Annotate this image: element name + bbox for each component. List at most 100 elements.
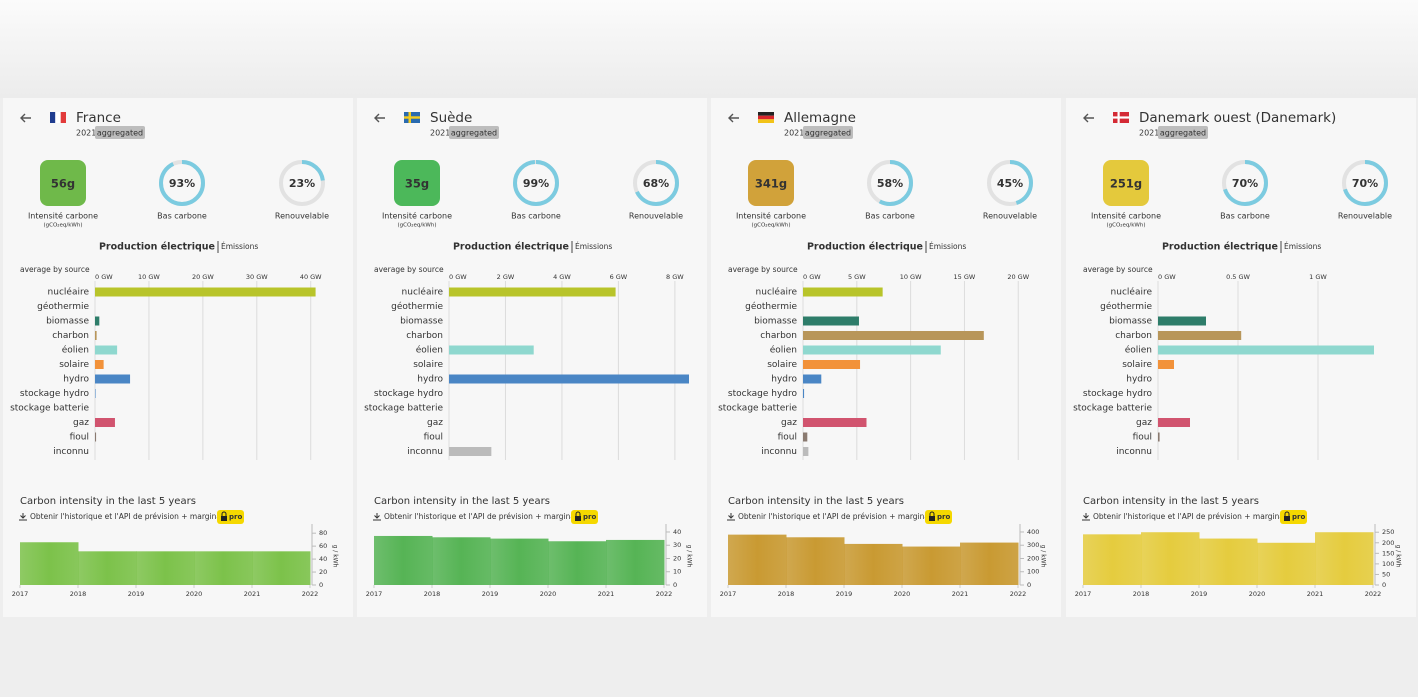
- category-label: nucléaire: [756, 287, 798, 298]
- back-arrow[interactable]: [728, 113, 739, 123]
- ring-value: 70%: [1352, 177, 1378, 190]
- category-label: stockage hydro: [1083, 389, 1153, 399]
- category-label: éolien: [62, 345, 89, 356]
- x-tick-label: 4 GW: [553, 273, 571, 281]
- category-label: stockage batterie: [718, 404, 797, 414]
- y-tick-label: 10: [673, 568, 681, 576]
- y-tick-label: 0: [673, 581, 677, 589]
- history-link[interactable]: Obtenir l'historique et l'API de prévisi…: [30, 512, 223, 521]
- category-label: solaire: [767, 360, 797, 370]
- x-tick-label: 2017: [1075, 590, 1092, 598]
- history-link[interactable]: Obtenir l'historique et l'API de prévisi…: [1093, 512, 1286, 521]
- tab-active[interactable]: Production électrique: [807, 242, 923, 253]
- category-label: inconnu: [761, 447, 797, 457]
- category-label: hydro: [1126, 375, 1152, 385]
- flag-part: [404, 116, 420, 119]
- back-arrow[interactable]: [20, 113, 31, 123]
- bar: [449, 374, 689, 384]
- history-step: [1257, 542, 1316, 585]
- x-tick-label: 10 GW: [900, 273, 922, 281]
- year: 2021: [1139, 129, 1159, 138]
- category-label: stockage hydro: [20, 389, 90, 399]
- history-step: [728, 534, 787, 585]
- tab[interactable]: Émissions: [221, 242, 258, 251]
- history-title: Carbon intensity in the last 5 years: [728, 496, 904, 507]
- x-tick-label: 2018: [1133, 590, 1150, 598]
- category-label: géothermie: [37, 301, 89, 312]
- chart-title: average by source: [1083, 265, 1153, 274]
- ring-value: 70%: [1232, 177, 1258, 190]
- x-tick-label: 2019: [482, 590, 499, 598]
- y-tick-label: 100: [1027, 568, 1039, 576]
- x-tick-label: 2021: [1307, 590, 1324, 598]
- bar: [803, 418, 867, 427]
- x-tick-label: 2020: [894, 590, 911, 598]
- category-label: nucléaire: [402, 287, 444, 298]
- history-link[interactable]: Obtenir l'historique et l'API de prévisi…: [738, 512, 931, 521]
- y-tick-label: 40: [673, 528, 681, 536]
- tab[interactable]: Émissions: [929, 242, 966, 251]
- country-name: Danemark ouest (Danemark): [1139, 110, 1336, 126]
- history-step: [1083, 534, 1142, 585]
- bar: [803, 287, 883, 297]
- category-label: nucléaire: [1111, 287, 1153, 298]
- history-step: [902, 546, 961, 585]
- flag-part: [1113, 116, 1129, 119]
- bar: [1158, 432, 1160, 442]
- x-tick-label: 0 GW: [449, 273, 467, 281]
- history-step: [960, 542, 1019, 585]
- intensity-value: 56g: [51, 177, 75, 191]
- back-arrow[interactable]: [374, 113, 385, 123]
- x-tick-label: 2020: [1249, 590, 1266, 598]
- category-label: fioul: [70, 433, 89, 443]
- bar: [449, 287, 616, 297]
- metric-label: Renouvelable: [629, 212, 683, 221]
- history-step: [786, 537, 845, 585]
- intensity-box: [40, 160, 86, 206]
- tab[interactable]: Émissions: [575, 242, 612, 251]
- x-tick-label: 2018: [424, 590, 441, 598]
- metric-label: Bas carbone: [865, 212, 915, 221]
- tab[interactable]: Émissions: [1284, 242, 1321, 251]
- bar: [95, 331, 97, 340]
- x-tick-label: 15 GW: [954, 273, 976, 281]
- bar: [449, 345, 534, 355]
- y-tick-label: 100: [1382, 560, 1394, 568]
- x-tick-label: 6 GW: [610, 273, 628, 281]
- bar: [95, 316, 100, 326]
- intensity-value: 341g: [755, 177, 787, 191]
- ring-arc: [513, 160, 559, 206]
- y-axis-label: g / kWh: [332, 545, 339, 568]
- x-tick-label: 30 GW: [246, 273, 268, 281]
- metric-label: Renouvelable: [1338, 212, 1392, 221]
- history-step: [432, 537, 491, 585]
- x-tick-label: 0 GW: [95, 273, 113, 281]
- ring-value: 45%: [997, 177, 1023, 190]
- bar: [449, 447, 492, 456]
- back-arrow[interactable]: [1083, 113, 1094, 123]
- x-tick-label: 2018: [70, 590, 87, 598]
- tab-active[interactable]: Production électrique: [453, 242, 569, 253]
- x-tick-label: 5 GW: [848, 273, 866, 281]
- download-icon: [727, 513, 735, 521]
- lock-icon: [929, 516, 935, 521]
- lock-icon: [221, 516, 227, 521]
- y-axis-label: g / kWh: [686, 545, 693, 568]
- tab-active[interactable]: Production électrique: [1162, 242, 1278, 253]
- category-label: éolien: [416, 345, 443, 356]
- ring-arc: [633, 160, 679, 206]
- history-title: Carbon intensity in the last 5 years: [1083, 496, 1259, 507]
- x-tick-label: 2019: [1191, 590, 1208, 598]
- y-tick-label: 300: [1027, 541, 1039, 549]
- bar: [803, 316, 859, 326]
- metric-label: Intensité carbone: [1091, 211, 1161, 221]
- lock-shackle: [929, 511, 935, 516]
- tag: aggregated: [97, 129, 143, 138]
- history-link[interactable]: Obtenir l'historique et l'API de prévisi…: [384, 512, 577, 521]
- tab-active[interactable]: Production électrique: [99, 242, 215, 253]
- category-label: stockage hydro: [728, 389, 798, 399]
- category-label: gaz: [73, 418, 89, 428]
- history-step: [844, 543, 903, 585]
- y-axis-label: g / kWh: [1040, 545, 1047, 568]
